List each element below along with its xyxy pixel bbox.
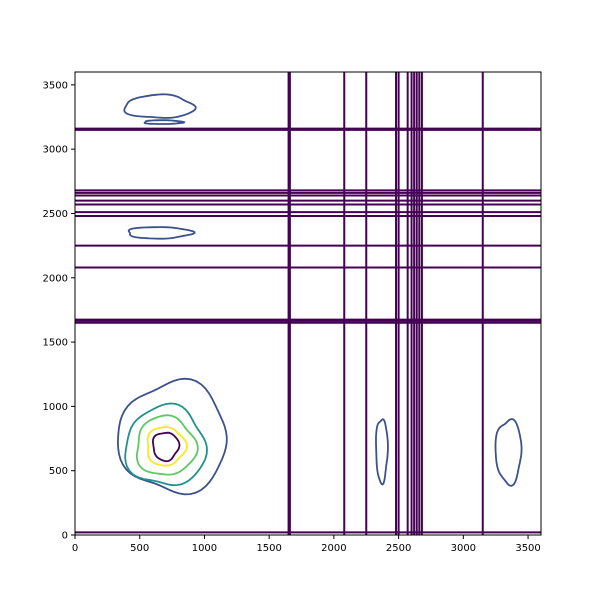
y-tick-label-6: 3000 xyxy=(43,145,68,156)
x-tick-label-3: 1500 xyxy=(256,543,281,554)
x-tick-label-7: 3500 xyxy=(515,543,540,554)
y-tick-label-4: 2000 xyxy=(43,273,68,284)
y-tick-label-2: 1000 xyxy=(43,402,68,413)
axes-frame xyxy=(74,71,542,536)
axes: 0 500 1000 1500 2000 2500 3000 3500 0 500 1000 1500… xyxy=(43,71,542,554)
y-tick-label-3: 1500 xyxy=(43,338,68,349)
y-tick-label-5: 2500 xyxy=(43,209,68,220)
x-tick-label-1: 500 xyxy=(130,543,149,554)
contour-loop-2 xyxy=(127,226,196,240)
y-tick-label-7: 3500 xyxy=(43,80,68,91)
y-tick-label-1: 500 xyxy=(49,466,68,477)
plot-area xyxy=(75,72,541,535)
contour-loop-4 xyxy=(494,418,523,487)
contour-loop-1 xyxy=(143,119,186,125)
contour-loop-0 xyxy=(123,93,197,119)
x-tick-label-2: 1000 xyxy=(192,543,217,554)
contour-loop-5 xyxy=(116,377,228,496)
contour-loop-3 xyxy=(375,418,389,486)
x-tick-label-0: 0 xyxy=(72,543,78,554)
x-tick-label-4: 2000 xyxy=(321,543,346,554)
contour-loop-7 xyxy=(136,414,199,476)
contour-loop-8 xyxy=(146,426,188,467)
y-tick-label-0: 0 xyxy=(62,531,68,542)
x-tick-label-5: 2500 xyxy=(386,543,411,554)
contour-loop-9 xyxy=(151,431,181,463)
contour-loop-6 xyxy=(124,402,208,487)
x-tick-label-6: 3000 xyxy=(451,543,476,554)
